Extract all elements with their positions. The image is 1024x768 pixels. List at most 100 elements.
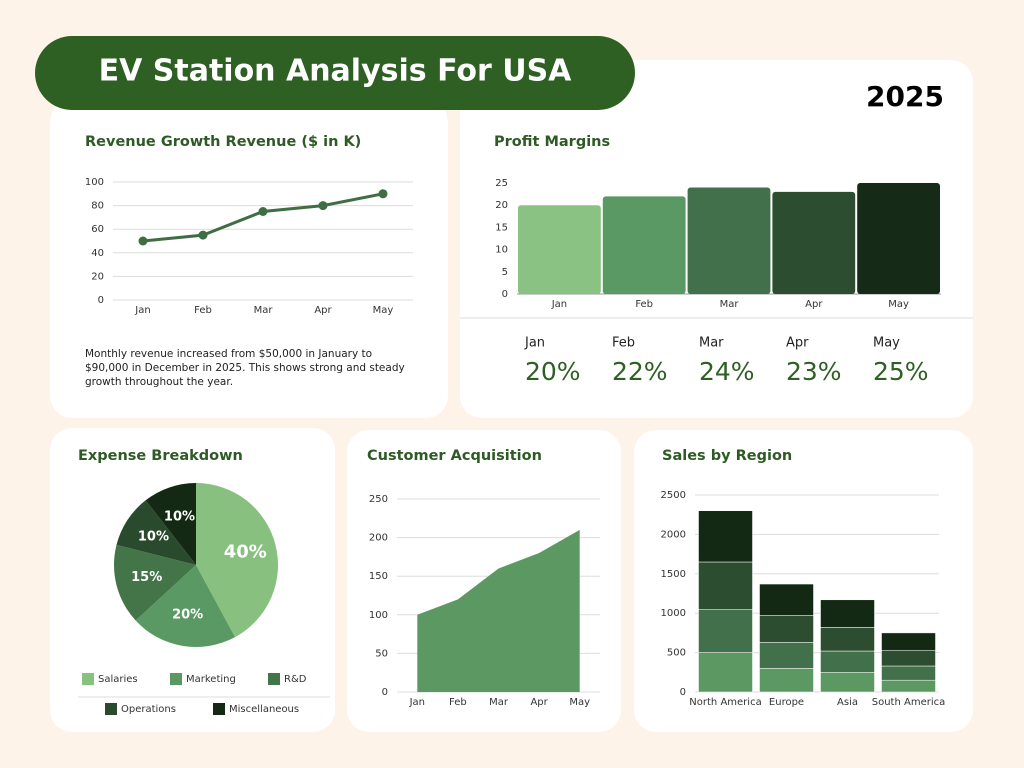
y-tick-label: 40 [91,248,104,259]
slice-label: 15% [131,570,162,585]
y-tick-label: 500 [667,648,686,659]
margin-month: Apr [786,336,809,351]
x-tick-label: Jan [134,305,150,316]
x-tick-label: Apr [805,299,823,310]
bar-segment [698,652,753,693]
page-title: EV Station Analysis For USA [99,54,573,89]
margin-month: Jan [524,336,545,351]
y-tick-label: 100 [85,177,104,188]
x-tick-label: Feb [635,299,653,310]
card [50,100,448,418]
y-tick-label: 5 [502,267,508,278]
y-tick-label: 2500 [661,490,686,501]
point [258,207,268,216]
margin-month: Mar [699,336,724,351]
y-tick-label: 0 [680,687,686,698]
pie-slice [114,544,196,621]
x-tick-label: May [569,697,590,708]
y-tick-label: 20 [91,271,104,282]
bar [602,196,686,294]
legend-label: Operations [121,704,176,715]
point [138,236,148,246]
y-tick-label: 10 [495,245,508,256]
x-tick-label: South America [872,697,946,708]
slice-label: 10% [138,530,169,545]
legend-label: Miscellaneous [229,704,299,715]
slice-label: 10% [164,509,195,524]
y-tick-label: 200 [369,533,388,544]
y-tick-label: 0 [98,295,104,306]
y-tick-label: 150 [369,571,388,582]
margin-month: May [873,336,900,351]
y-tick-label: 1500 [661,569,686,580]
bar-segment [759,668,814,693]
margin-value: 25% [873,357,929,386]
bar-segment [698,510,753,563]
pie-slice [145,483,196,565]
area [417,529,580,692]
x-tick-label: North America [689,697,761,708]
point [378,189,388,199]
chart-title: Customer Acquisition [367,448,542,464]
margin-value: 23% [786,357,842,386]
x-tick-label: Feb [449,697,467,708]
x-tick-label: Mar [489,697,509,708]
bar [687,187,771,294]
legend-swatch [213,703,225,715]
chart-title: Profit Margins [494,134,610,150]
bar-segment [820,599,875,628]
bar [772,191,856,294]
pie-slice [116,500,196,565]
y-tick-label: 60 [91,224,104,235]
header-banner [35,36,635,110]
bar-segment [820,650,875,673]
y-tick-label: 50 [375,648,388,659]
x-tick-label: Apr [314,305,332,316]
x-tick-label: Asia [837,697,858,708]
legend-swatch [170,673,182,685]
margin-value: 20% [525,357,581,386]
legend-swatch [105,703,117,715]
x-tick-label: Feb [194,305,212,316]
bar-segment [698,609,753,653]
chart-title: Sales by Region [662,448,792,464]
y-tick-label: 250 [369,494,388,505]
bar-segment [881,679,936,693]
x-tick-label: May [373,305,394,316]
y-tick-label: 80 [91,201,104,212]
bar-segment [881,632,936,651]
chart-title: Revenue Growth Revenue ($ in K) [85,134,361,150]
bar-segment [881,649,936,667]
x-tick-label: Mar [254,305,274,316]
legend-swatch [82,673,94,685]
chart-title: Expense Breakdown [78,448,243,464]
chart-note: Monthly revenue increased from $50,000 i… [85,348,405,388]
x-tick-label: Apr [530,697,548,708]
x-tick-label: Europe [769,697,804,708]
bar-segment [820,672,875,693]
margin-value: 24% [699,357,755,386]
legend-label: Marketing [186,674,236,685]
y-tick-label: 0 [382,687,388,698]
y-tick-label: 20 [495,200,508,211]
legend-swatch [268,673,280,685]
margin-month: Feb [612,336,635,351]
bar [857,183,940,294]
legend-label: R&D [284,674,307,685]
x-tick-label: Mar [720,299,740,310]
legend-label: Salaries [98,674,138,685]
y-tick-label: 15 [495,222,508,233]
slice-label: 40% [224,542,267,563]
bar-segment [820,627,875,652]
point [198,230,208,240]
y-tick-label: 100 [369,610,388,621]
slice-label: 20% [172,608,203,623]
bar [518,205,601,294]
y-tick-label: 0 [502,289,508,300]
y-tick-label: 25 [495,178,508,189]
point [318,201,328,211]
bar-segment [759,583,814,616]
pie-slice [135,565,236,647]
